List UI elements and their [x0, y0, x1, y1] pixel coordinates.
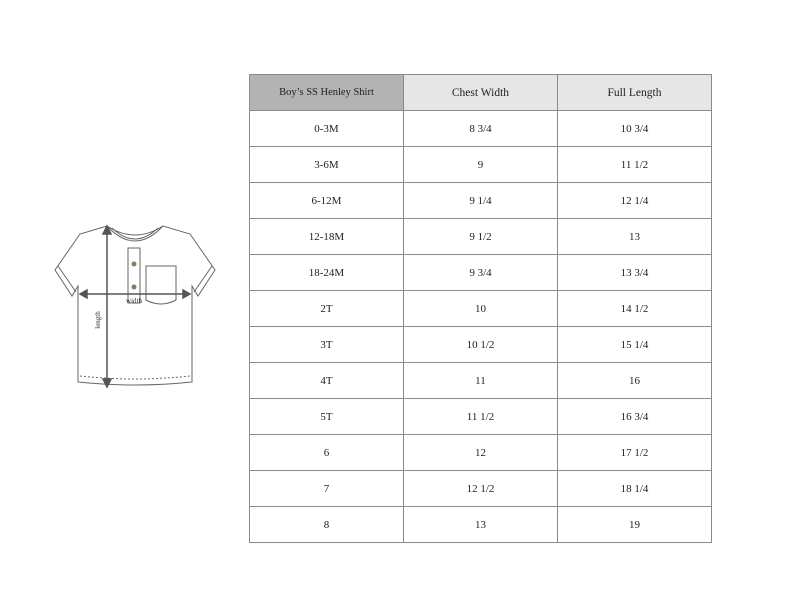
chest-width-cell: 10 1/2 — [402, 326, 558, 363]
chest-width-cell: 12 1/2 — [402, 470, 558, 507]
table-row: 4T 11 16 — [249, 362, 713, 399]
full-length-cell: 15 1/4 — [556, 326, 713, 363]
header-full-length: Full Length — [556, 74, 713, 111]
chest-width-cell: 9 1/4 — [402, 182, 558, 219]
table-row: 3T 10 1/2 15 1/4 — [249, 326, 713, 363]
width-label: width — [126, 297, 142, 305]
table-row: 6 12 17 1/2 — [249, 434, 713, 471]
shirt-measurement-illustration: width length — [54, 224, 216, 389]
full-length-cell: 11 1/2 — [556, 146, 713, 183]
header-chest-width: Chest Width — [402, 74, 558, 111]
full-length-cell: 17 1/2 — [556, 434, 713, 471]
size-cell: 3-6M — [249, 146, 404, 183]
chest-width-cell: 10 — [402, 290, 558, 327]
size-cell: 8 — [249, 506, 404, 543]
length-label: length — [94, 311, 102, 329]
table-header-row: Boy’s SS Henley Shirt Chest Width Full L… — [249, 74, 713, 111]
size-cell: 0-3M — [249, 110, 404, 147]
size-cell: 7 — [249, 470, 404, 507]
full-length-cell: 13 3/4 — [556, 254, 713, 291]
table-row: 6-12M 9 1/4 12 1/4 — [249, 182, 713, 219]
full-length-cell: 12 1/4 — [556, 182, 713, 219]
table-row: 2T 10 14 1/2 — [249, 290, 713, 327]
size-cell: 6 — [249, 434, 404, 471]
table-row: 5T 11 1/2 16 3/4 — [249, 398, 713, 435]
chest-width-cell: 12 — [402, 434, 558, 471]
size-cell: 4T — [249, 362, 404, 399]
chest-width-cell: 9 — [402, 146, 558, 183]
size-cell: 18-24M — [249, 254, 404, 291]
size-cell: 6-12M — [249, 182, 404, 219]
chest-width-cell: 13 — [402, 506, 558, 543]
chest-width-cell: 11 — [402, 362, 558, 399]
size-cell: 12-18M — [249, 218, 404, 255]
size-chart-table: Boy’s SS Henley Shirt Chest Width Full L… — [249, 74, 713, 543]
size-cell: 3T — [249, 326, 404, 363]
table-row: 0-3M 8 3/4 10 3/4 — [249, 110, 713, 147]
chest-width-cell: 8 3/4 — [402, 110, 558, 147]
chest-width-cell: 9 3/4 — [402, 254, 558, 291]
full-length-cell: 14 1/2 — [556, 290, 713, 327]
full-length-cell: 19 — [556, 506, 713, 543]
full-length-cell: 13 — [556, 218, 713, 255]
table-row: 12-18M 9 1/2 13 — [249, 218, 713, 255]
table-row: 8 13 19 — [249, 506, 713, 543]
full-length-cell: 16 — [556, 362, 713, 399]
size-cell: 5T — [249, 398, 404, 435]
table-row: 7 12 1/2 18 1/4 — [249, 470, 713, 507]
full-length-cell: 10 3/4 — [556, 110, 713, 147]
size-cell: 2T — [249, 290, 404, 327]
full-length-cell: 18 1/4 — [556, 470, 713, 507]
table-row: 18-24M 9 3/4 13 3/4 — [249, 254, 713, 291]
chest-width-cell: 9 1/2 — [402, 218, 558, 255]
header-size: Boy’s SS Henley Shirt — [249, 74, 404, 111]
full-length-cell: 16 3/4 — [556, 398, 713, 435]
table-row: 3-6M 9 11 1/2 — [249, 146, 713, 183]
chest-width-cell: 11 1/2 — [402, 398, 558, 435]
